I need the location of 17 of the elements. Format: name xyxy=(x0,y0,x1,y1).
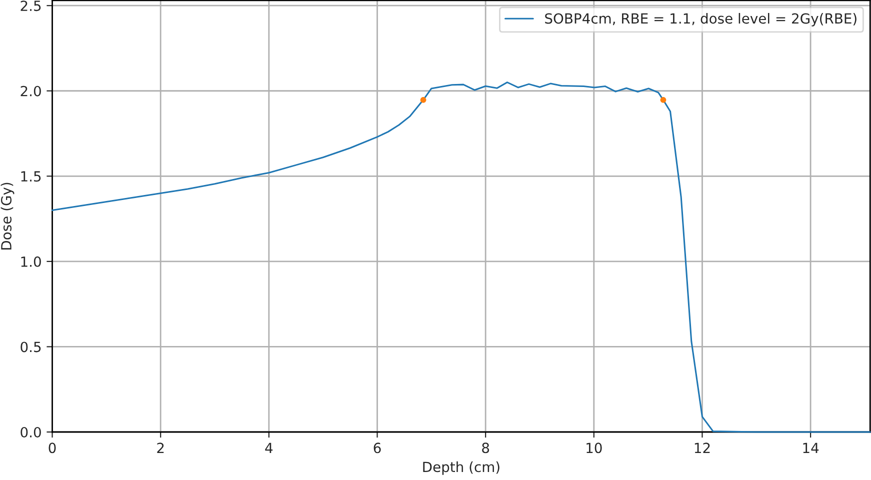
legend-label: SOBP4cm, RBE = 1.1, dose level = 2Gy(RBE) xyxy=(545,12,856,26)
x-tick-label: 10 xyxy=(586,442,602,454)
x-tick-label: 0 xyxy=(48,442,56,454)
x-axis-title: Depth (cm) xyxy=(423,461,500,475)
x-tick-label: 2 xyxy=(157,442,164,453)
y-tick-label: 1.0 xyxy=(21,256,41,267)
y-tick-label: 2.5 xyxy=(20,0,41,12)
y-tick-label: 0.0 xyxy=(20,426,41,438)
y-tick-label: 1.5 xyxy=(21,171,41,182)
x-tick-label: 6 xyxy=(374,442,381,454)
x-tick-label: 4 xyxy=(265,442,273,453)
y-tick-label: 0.5 xyxy=(20,342,41,352)
x-tick-label: 8 xyxy=(482,442,490,454)
x-tick-label: 12 xyxy=(694,442,710,453)
y-axis-title: Dose (Gy) xyxy=(0,182,14,250)
y-tick-label: 2.0 xyxy=(20,86,41,96)
x-tick-label: 14 xyxy=(803,442,819,453)
